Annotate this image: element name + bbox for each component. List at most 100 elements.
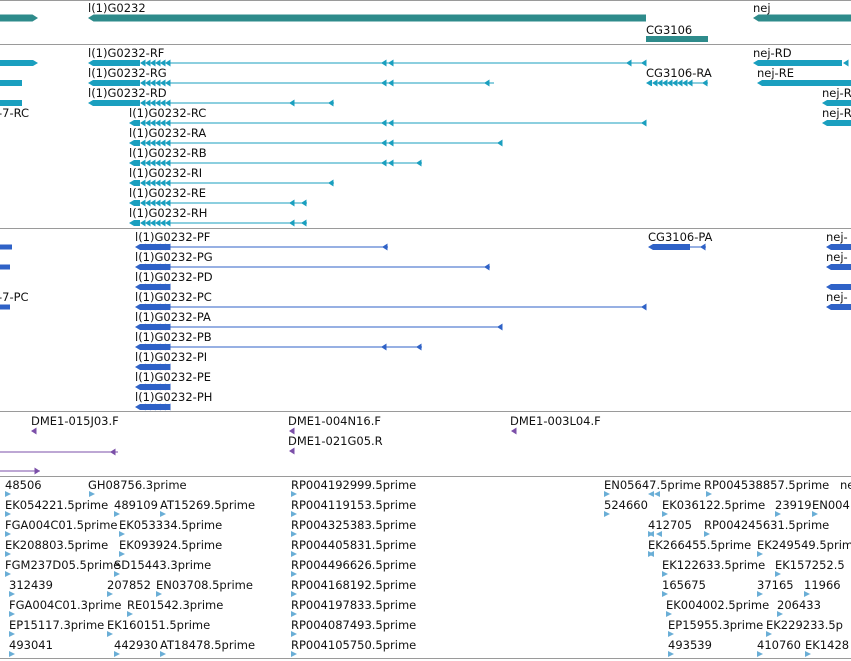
transcript-label[interactable]: l(1)G0232-RF	[88, 46, 165, 60]
est-label[interactable]: EK004002.5prime	[666, 598, 770, 612]
transcript-label[interactable]: nej-RE	[757, 66, 794, 80]
protein-label[interactable]: CG3106-PA	[648, 230, 713, 244]
exon-arrow	[484, 79, 490, 87]
est-label[interactable]: RP004538857.5prime	[704, 478, 830, 492]
protein-label[interactable]: nej-	[826, 250, 848, 264]
est-label[interactable]: RP004405831.5prime	[291, 538, 417, 552]
feature-block	[0, 100, 22, 106]
est-label[interactable]: EK157252.5	[775, 558, 845, 572]
exon-arrow	[155, 283, 161, 291]
clone-label[interactable]: DME1-015J03.F	[31, 414, 119, 428]
est-label[interactable]: 410760	[757, 638, 801, 652]
est-label[interactable]: 165675	[662, 578, 706, 592]
est-label[interactable]: EN004	[812, 498, 850, 512]
protein-label[interactable]: l(1)G0232-PI	[135, 350, 208, 364]
est-label[interactable]: FGM237D05.5prime	[5, 558, 121, 572]
transcript-label[interactable]: -7-RC	[0, 106, 30, 120]
est-label[interactable]: EK053334.5prime	[119, 518, 223, 532]
transcript-label[interactable]: l(1)G0232-RD	[88, 86, 167, 100]
est-label[interactable]: 442930	[114, 638, 158, 652]
est-label[interactable]: 11966	[804, 578, 841, 592]
protein-label[interactable]: l(1)G0232-PB	[135, 330, 212, 344]
est-label[interactable]: EK229233.5p	[766, 618, 843, 632]
feature-block	[822, 120, 851, 126]
protein-label[interactable]: l(1)G0232-PC	[135, 290, 212, 304]
est-label[interactable]: 489109	[114, 498, 158, 512]
est-label[interactable]: EK122633.5prime	[662, 558, 766, 572]
est-label[interactable]: EN03708.5prime	[156, 578, 253, 592]
est-label[interactable]: EK160151.5prime	[107, 618, 211, 632]
est-label[interactable]: 48506	[5, 478, 42, 492]
clone-label[interactable]: DME1-021G05.R	[288, 434, 383, 448]
est-label[interactable]: RP004496626.5prime	[291, 558, 417, 572]
est-label[interactable]: FGA004C01.3prime	[9, 598, 122, 612]
est-label[interactable]: RP004168192.5prime	[291, 578, 417, 592]
est-label[interactable]: EK093924.5prime	[119, 538, 223, 552]
est-label[interactable]: EK054221.5prime	[5, 498, 109, 512]
transcript-label[interactable]: l(1)G0232-RG	[88, 66, 167, 80]
transcript-label[interactable]: nej-R	[822, 86, 851, 100]
est-label[interactable]: 312439	[9, 578, 53, 592]
est-label[interactable]: RP004325383.5prime	[291, 518, 417, 532]
est-arrow	[662, 511, 668, 517]
est-label[interactable]: 493539	[668, 638, 712, 652]
exon-arrow	[416, 159, 422, 167]
est-label[interactable]: EK266455.5prime	[648, 538, 752, 552]
protein-label[interactable]: l(1)G0232-PG	[135, 250, 213, 264]
exon-arrow	[140, 263, 146, 271]
protein-label[interactable]: l(1)G0232-PD	[135, 270, 213, 284]
est-label[interactable]: FGA004C01.5prime	[5, 518, 118, 532]
protein-label[interactable]: -7-PC	[0, 290, 29, 304]
protein-label[interactable]: l(1)G0232-PH	[135, 390, 213, 404]
protein-label[interactable]: nej-	[826, 230, 848, 244]
transcript-label[interactable]: l(1)G0232-RI	[129, 166, 203, 180]
gene-label[interactable]: nej	[753, 1, 771, 15]
transcript-label[interactable]: l(1)G0232-RE	[129, 186, 207, 200]
est-label[interactable]: EN05647.5prime	[604, 478, 701, 492]
est-label[interactable]: RP004245631.5prime	[704, 518, 830, 532]
est-label[interactable]: EK249549.5prime	[757, 538, 851, 552]
est-label[interactable]: AT18478.5prime	[160, 638, 256, 652]
transcript-label[interactable]: CG3106-RA	[646, 66, 712, 80]
est-label[interactable]: EP15955.3prime	[668, 618, 764, 632]
feature-block	[826, 284, 851, 290]
est-label[interactable]: EP15117.3prime	[9, 618, 105, 632]
est-label[interactable]: nej	[840, 478, 851, 492]
gene-label[interactable]: CG3106	[646, 23, 693, 37]
est-label[interactable]: 412705	[648, 518, 692, 532]
est-label[interactable]: EK1428	[805, 638, 850, 652]
exon-arrow	[160, 363, 166, 371]
est-label[interactable]: EK208803.5prime	[5, 538, 109, 552]
est-label[interactable]: AT15269.5prime	[160, 498, 256, 512]
est-label[interactable]: RP004087493.5prime	[291, 618, 417, 632]
est-label[interactable]: 23919	[775, 498, 812, 512]
est-label[interactable]: RE01542.3prime	[127, 598, 224, 612]
est-label[interactable]: GH08756.3prime	[88, 478, 187, 492]
est-label[interactable]: 206433	[777, 598, 821, 612]
est-label[interactable]: 37165	[757, 578, 794, 592]
est-arrow	[656, 531, 662, 537]
protein-label[interactable]: l(1)G0232-PA	[135, 310, 211, 324]
protein-label[interactable]: l(1)G0232-PE	[135, 370, 212, 384]
est-label[interactable]: 207852	[107, 578, 151, 592]
est-label[interactable]: EK036122.5prime	[662, 498, 766, 512]
est-label[interactable]: 524660	[604, 498, 648, 512]
protein-label[interactable]: nej-	[826, 290, 848, 304]
est-label[interactable]: RP004119153.5prime	[291, 498, 417, 512]
transcript-label[interactable]: nej-R	[822, 106, 851, 120]
transcript-label[interactable]: l(1)G0232-RA	[129, 126, 207, 140]
est-label[interactable]: RP004192999.5prime	[291, 478, 417, 492]
gene-label[interactable]: l(1)G0232	[88, 1, 146, 15]
transcript-label[interactable]: l(1)G0232-RH	[129, 206, 208, 220]
est-label[interactable]: 493041	[9, 638, 53, 652]
exon-arrow	[155, 403, 161, 411]
clone-label[interactable]: DME1-003L04.F	[510, 414, 601, 428]
protein-label[interactable]: l(1)G0232-PF	[135, 230, 211, 244]
transcript-label[interactable]: l(1)G0232-RC	[129, 106, 207, 120]
transcript-label[interactable]: l(1)G0232-RB	[129, 146, 207, 160]
transcript-label[interactable]: nej-RD	[753, 46, 792, 60]
est-label[interactable]: RP004105750.5prime	[291, 638, 417, 652]
est-label[interactable]: RP004197833.5prime	[291, 598, 417, 612]
est-label[interactable]: SD15443.3prime	[114, 558, 212, 572]
clone-label[interactable]: DME1-004N16.F	[288, 414, 381, 428]
